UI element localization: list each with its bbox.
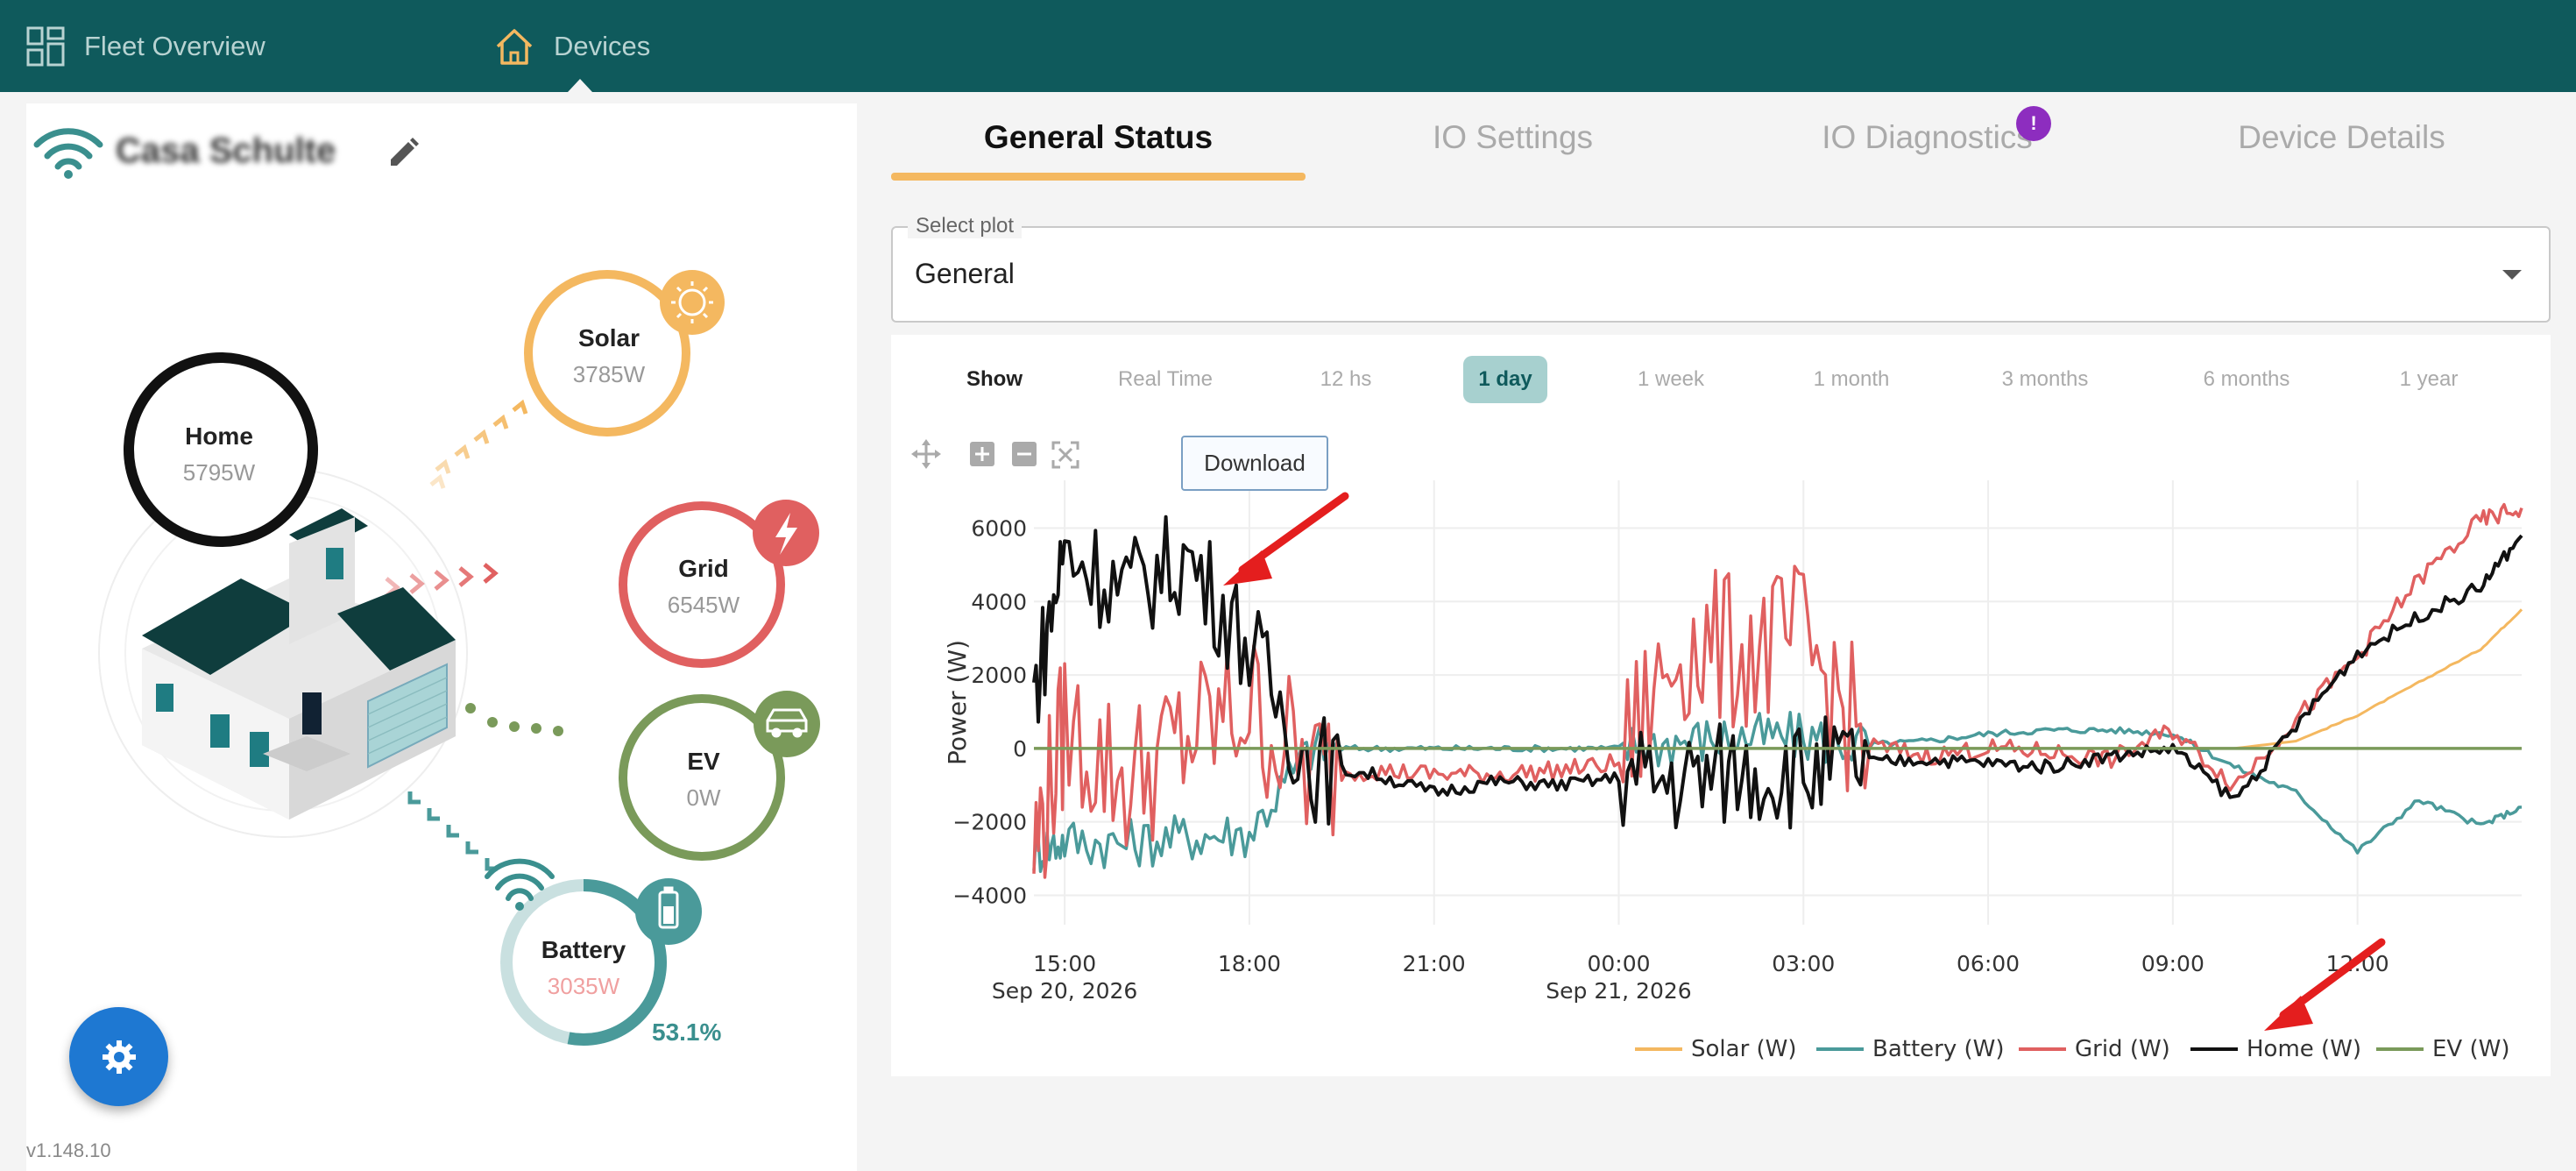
home-node-ring — [124, 352, 318, 547]
range-3months[interactable]: 3 months — [2001, 367, 2089, 391]
y-axis-title: Power (W) — [943, 640, 972, 765]
x-tick-label: 15:00 — [1033, 951, 1096, 976]
nav-fleet-overview[interactable]: Fleet Overview — [26, 0, 265, 92]
diagnostics-alert-badge: ! — [2016, 106, 2051, 141]
x-tick-label: 09:00 — [2141, 951, 2204, 976]
nav-devices-label: Devices — [554, 30, 651, 61]
x-tick-label: 06:00 — [1957, 951, 2020, 976]
solar-node-ring — [524, 270, 690, 436]
ev-node-label: EV — [687, 748, 720, 775]
sun-icon — [671, 281, 713, 323]
gear-icon — [102, 1040, 136, 1074]
autoscale-icon[interactable] — [1051, 441, 1079, 469]
red-arrow-1 — [1223, 492, 1349, 586]
range-1year[interactable]: 1 year — [2399, 367, 2459, 391]
x-tick-label: 18:00 — [1218, 951, 1281, 976]
home-node-value: 5795W — [182, 459, 256, 486]
battery-soc-label: 53.1% — [652, 1018, 722, 1046]
range-real-time[interactable]: Real Time — [1117, 367, 1214, 391]
battery-wifi-icon — [485, 858, 555, 901]
zoom-out-icon[interactable] — [1011, 441, 1037, 467]
battery-icon — [658, 886, 679, 929]
grid-node-ring — [619, 501, 785, 668]
plot-select[interactable] — [891, 226, 2551, 323]
legend-ev[interactable]: EV (W) — [2376, 1036, 2509, 1062]
legend-battery-label: Battery (W) — [1872, 1036, 2005, 1062]
range-1week[interactable]: 1 week — [1637, 367, 1705, 391]
solar-node-value: 3785W — [572, 361, 646, 387]
series-line-battery — [1032, 710, 2523, 874]
grid-node-label: Grid — [678, 555, 729, 582]
solar-flow-chevrons — [429, 399, 528, 489]
x-tick-date-label: Sep 21, 2026 — [1546, 978, 1691, 1004]
tab-io-settings[interactable]: IO Settings — [1432, 119, 1594, 155]
tab-general-status[interactable]: General Status — [983, 119, 1214, 155]
top-nav-bar — [0, 0, 2576, 92]
app-version: v1.148.10 — [26, 1139, 111, 1161]
legend-solar-label: Solar (W) — [1691, 1036, 1797, 1062]
legend-home[interactable]: Home (W) — [2190, 1036, 2361, 1062]
tab-device-details[interactable]: Device Details — [2238, 119, 2445, 155]
zoom-in-icon[interactable] — [969, 441, 995, 467]
y-tick-label: 4000 — [971, 589, 1027, 614]
nav-active-caret — [568, 79, 592, 92]
series-line-home — [1032, 515, 2523, 830]
home-icon — [496, 28, 533, 65]
y-tick-label: 6000 — [971, 515, 1027, 541]
x-tick-label: 00:00 — [1587, 951, 1650, 976]
legend-grid[interactable]: Grid (W) — [2019, 1036, 2170, 1062]
plot-select-value: General — [915, 258, 1015, 289]
solar-node-label: Solar — [577, 324, 640, 351]
settings-button[interactable] — [69, 1007, 168, 1106]
red-arrow-2 — [2264, 938, 2386, 1031]
legend-home-label: Home (W) — [2247, 1036, 2362, 1062]
legend-solar[interactable]: Solar (W) — [1635, 1036, 1797, 1062]
legend-ev-label: EV (W) — [2432, 1036, 2510, 1062]
wifi-icon — [33, 128, 103, 179]
download-button[interactable]: Download — [1181, 436, 1328, 491]
energy-flow-diagram — [98, 270, 820, 1046]
legend-battery[interactable]: Battery (W) — [1816, 1036, 2005, 1062]
range-1month[interactable]: 1 month — [1813, 367, 1890, 391]
site-title: Casa Schulte — [116, 131, 336, 170]
x-tick-date-label: Sep 20, 2026 — [992, 978, 1137, 1004]
sun-badge — [660, 270, 725, 335]
y-tick-label: −4000 — [952, 883, 1027, 908]
nav-devices[interactable]: Devices — [494, 0, 650, 92]
car-badge — [754, 691, 820, 757]
ev-node-value: 0W — [686, 784, 721, 811]
range-show-label: Show — [966, 367, 1023, 391]
pan-icon[interactable] — [910, 438, 942, 470]
active-tab-indicator — [891, 173, 1306, 181]
house-illustration — [142, 508, 456, 820]
range-12hs[interactable]: 12 hs — [1320, 367, 1372, 391]
battery-node-value: 3035W — [547, 973, 620, 999]
x-tick-label: 03:00 — [1772, 951, 1835, 976]
y-tick-label: −2000 — [952, 810, 1027, 835]
dropdown-arrow-icon[interactable] — [2502, 270, 2522, 280]
range-6months[interactable]: 6 months — [2203, 367, 2290, 391]
home-node-label: Home — [185, 422, 253, 450]
y-tick-label: 2000 — [971, 663, 1027, 688]
nav-fleet-overview-label: Fleet Overview — [84, 30, 265, 61]
x-tick-label: 21:00 — [1403, 951, 1466, 976]
ev-node-ring — [619, 694, 785, 861]
edit-pencil-icon[interactable] — [386, 136, 421, 171]
legend-grid-label: Grid (W) — [2075, 1036, 2170, 1062]
grid-node-value: 6545W — [667, 592, 740, 618]
y-tick-label: 0 — [1013, 736, 1027, 762]
car-icon — [766, 708, 808, 738]
plot-select-label: Select plot — [908, 214, 1023, 238]
tab-io-diagnostics[interactable]: IO Diagnostics — [1822, 119, 2033, 155]
battery-soc-arc — [567, 879, 667, 1046]
range-1day[interactable]: 1 day — [1463, 356, 1547, 403]
lightning-icon — [775, 513, 797, 555]
battery-node-label: Battery — [541, 936, 626, 963]
grid-icon — [26, 26, 65, 66]
